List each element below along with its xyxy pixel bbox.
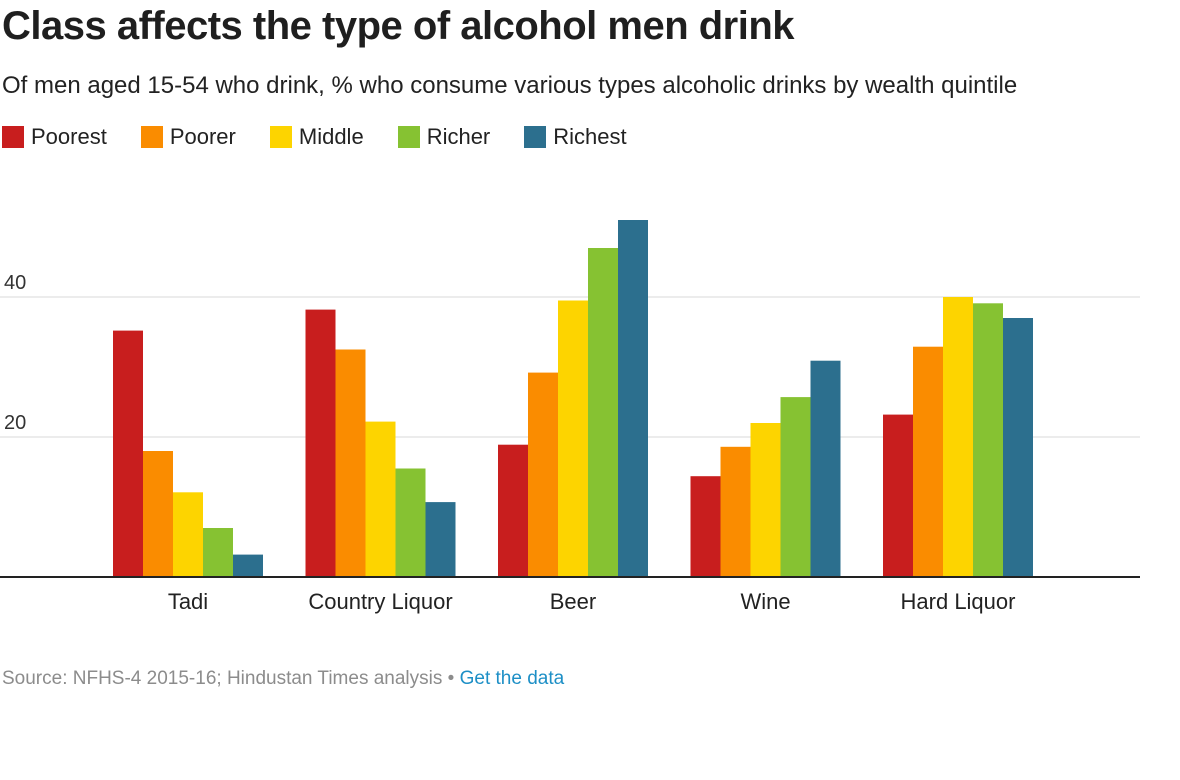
legend-label-middle: Middle <box>298 124 364 149</box>
bar-poorest <box>498 444 528 577</box>
bar-richest <box>810 360 841 577</box>
x-tick-label: Hard Liquor <box>901 589 1016 614</box>
bar-poorer <box>528 372 558 577</box>
bar-richer <box>780 397 811 577</box>
bar-richest <box>618 220 648 577</box>
bar-middle <box>173 492 203 577</box>
legend-label-poorer: Poorer <box>169 124 236 149</box>
get-the-data-link[interactable]: Get the data <box>459 668 565 689</box>
legend-item-poorer: Poorer <box>140 124 236 150</box>
x-tick-label: Country Liquor <box>308 589 452 614</box>
bar-richest <box>425 502 456 577</box>
bar-poorer <box>143 451 173 577</box>
bar-richer <box>395 468 426 577</box>
bar-chart: 20 40 Tadi Country Liquor Beer Wine Hard Liquo… <box>0 220 1140 614</box>
x-tick-label: Wine <box>740 589 790 614</box>
legend-item-richest: Richest <box>524 124 627 150</box>
bar-richest <box>233 554 263 577</box>
x-tick-label: Beer <box>550 589 596 614</box>
y-tick-label: 20 <box>4 412 26 434</box>
bar-poorer <box>720 446 751 577</box>
bar-richer <box>203 528 233 577</box>
source-text: Source: NFHS-4 2015-16; Hindustan Times … <box>2 668 443 689</box>
bar-middle <box>558 300 588 577</box>
legend: Poorest Poorer Middle Richer Richest <box>2 124 661 150</box>
chart-title: Class affects the type of alcohol men dr… <box>2 4 795 48</box>
legend-item-middle: Middle <box>269 124 364 150</box>
bar-poorer <box>913 346 943 577</box>
legend-label-richer: Richer <box>426 124 491 149</box>
footer-separator: • <box>442 668 460 689</box>
bar-middle <box>365 421 396 577</box>
bar-poorest <box>883 414 913 577</box>
bar-richer <box>973 303 1003 577</box>
legend-swatch-poorer <box>140 126 163 148</box>
legend-swatch-middle <box>269 126 292 148</box>
y-tick-label: 40 <box>4 272 26 294</box>
bar-poorest <box>305 309 336 577</box>
legend-label-poorest: Poorest <box>31 124 107 149</box>
legend-swatch-richer <box>397 126 420 148</box>
legend-swatch-richest <box>524 126 547 148</box>
bar-richer <box>588 248 618 577</box>
legend-item-richer: Richer <box>397 124 491 150</box>
bar-poorer <box>335 349 366 577</box>
chart-subtitle: Of men aged 15-54 who drink, % who consu… <box>2 72 1018 99</box>
bar-middle <box>943 297 973 577</box>
footer: Source: NFHS-4 2015-16; Hindustan Times … <box>2 668 564 690</box>
legend-label-richest: Richest <box>553 124 627 149</box>
legend-swatch-poorest <box>2 126 24 148</box>
bar-middle <box>750 423 781 577</box>
legend-item-poorest: Poorest <box>2 124 107 150</box>
bar-richest <box>1003 318 1033 577</box>
x-tick-label: Tadi <box>168 589 208 614</box>
bar-poorest <box>113 330 143 577</box>
bar-poorest <box>690 476 721 577</box>
